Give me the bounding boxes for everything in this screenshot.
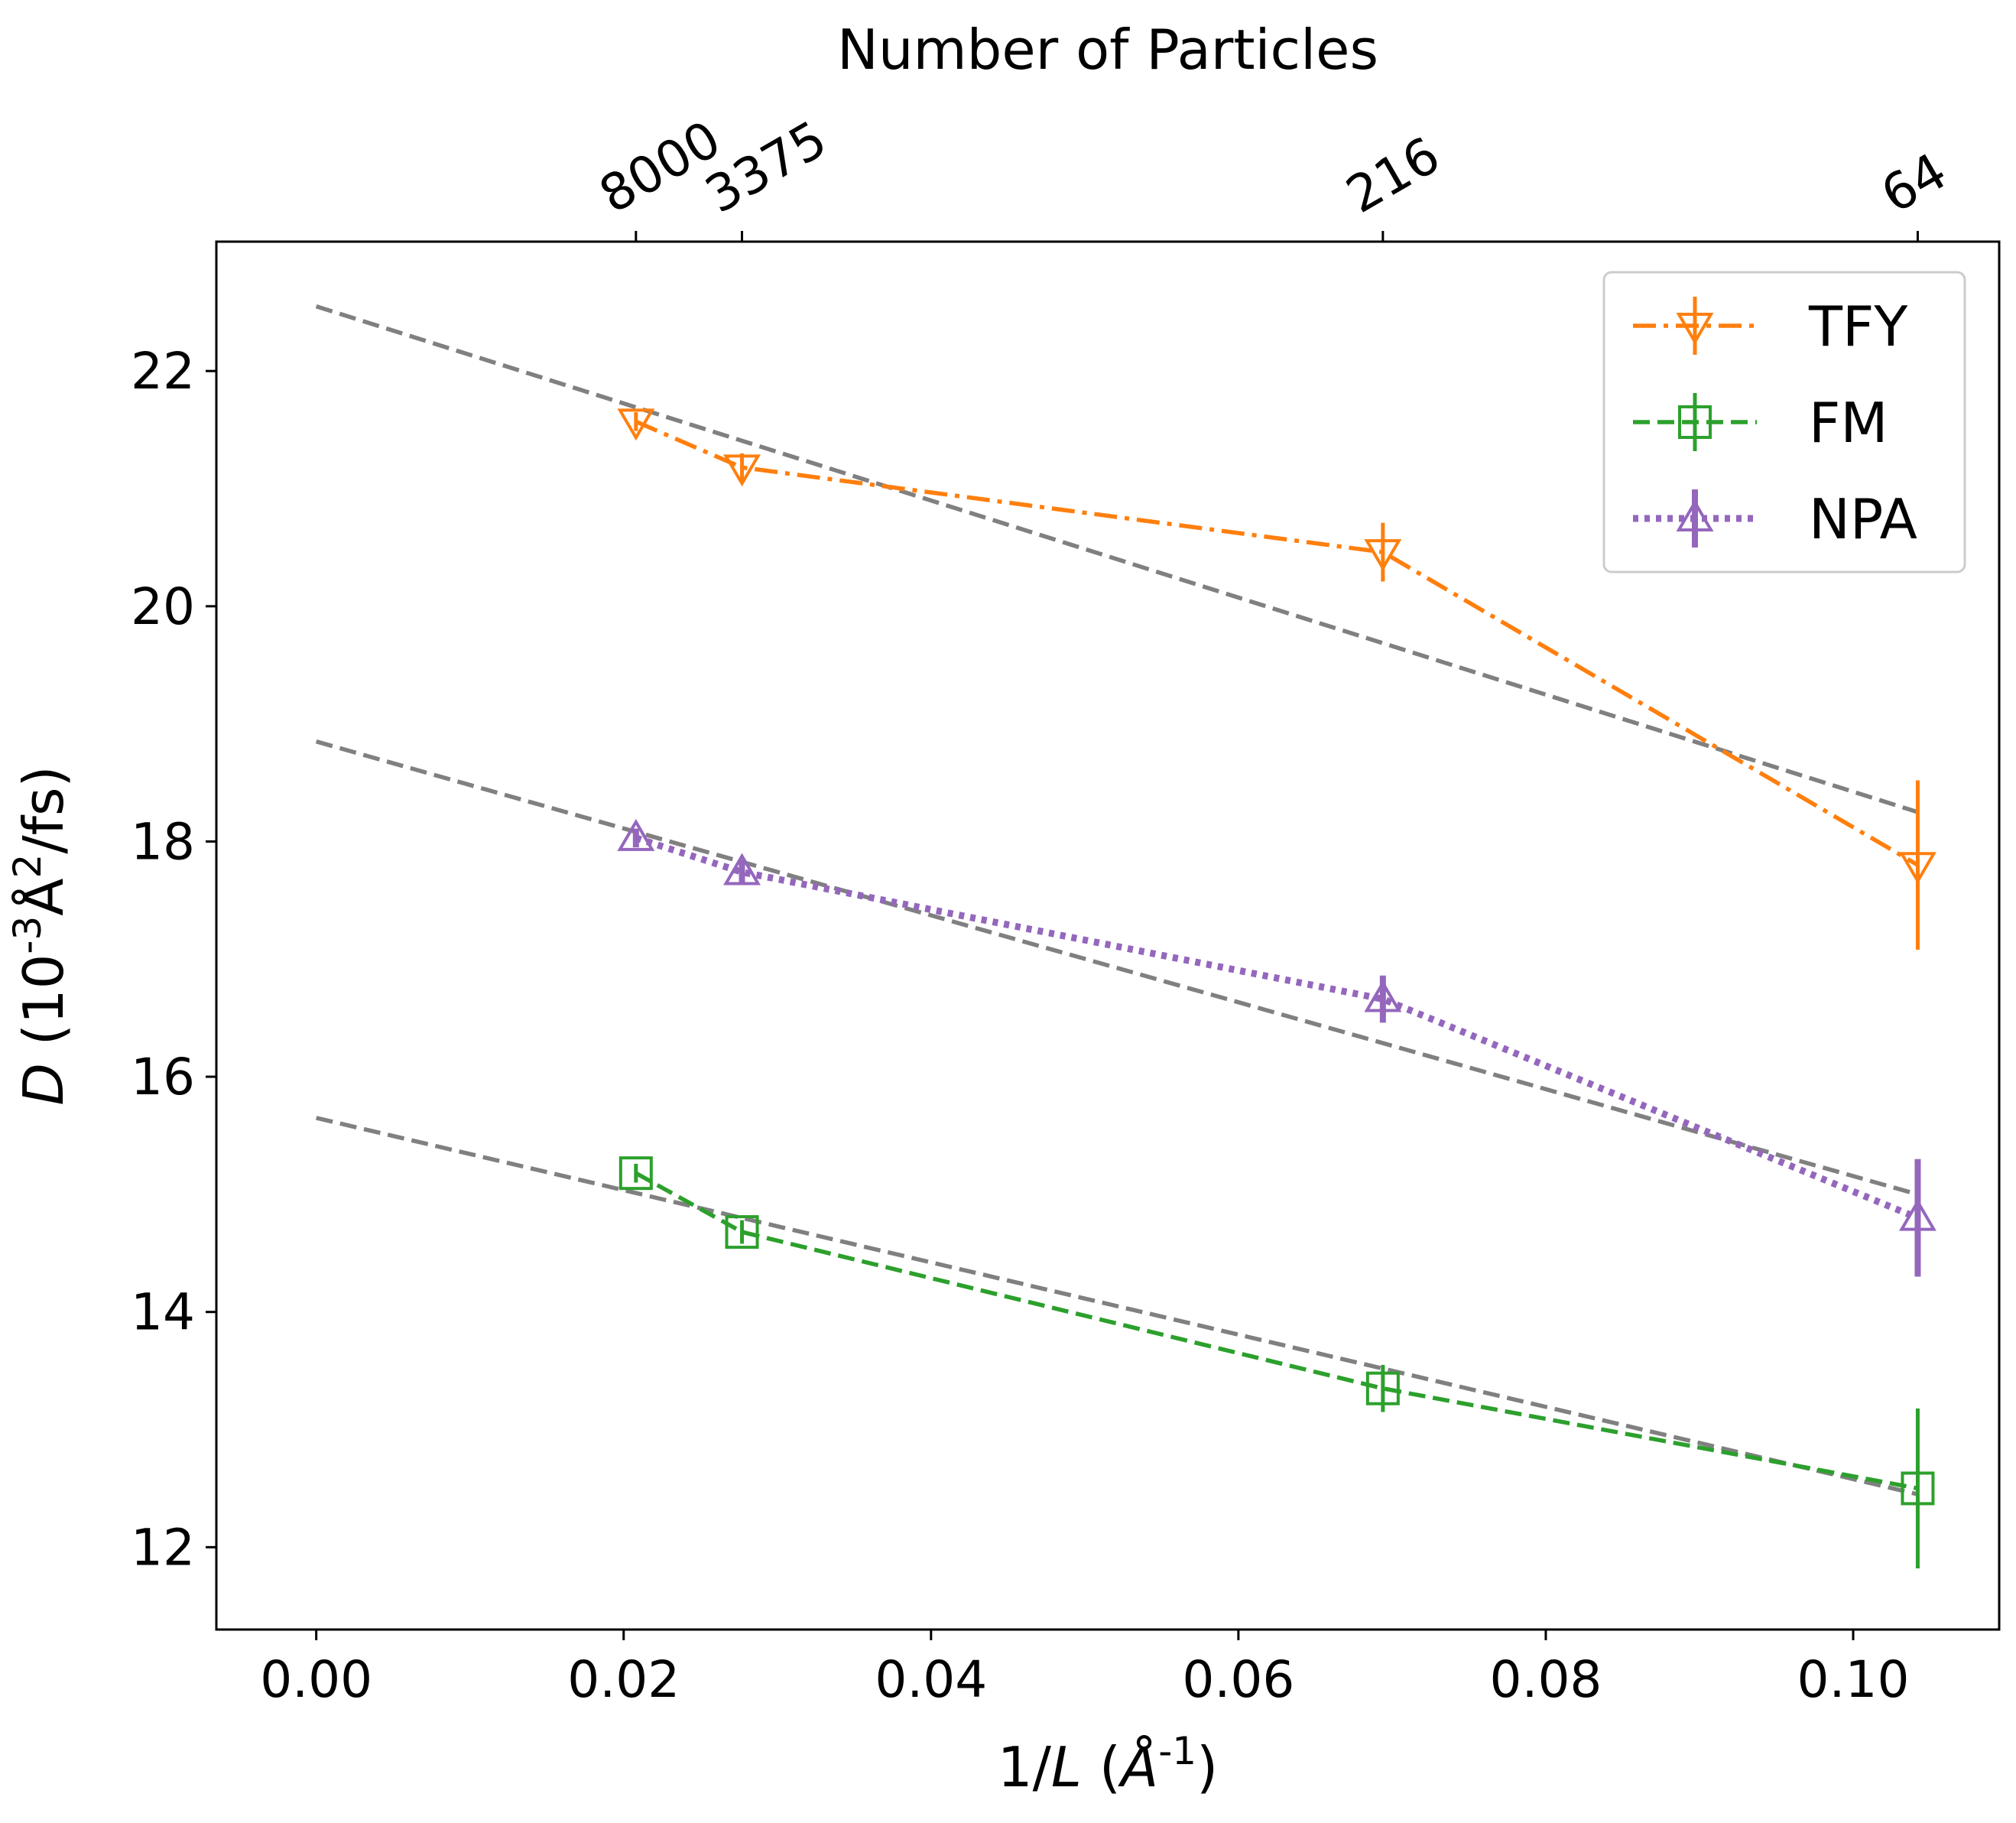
legend-marker-fm xyxy=(1678,405,1712,439)
y-tick-label: 22 xyxy=(131,342,195,401)
fit-line-fm xyxy=(316,1116,1919,1496)
x-tick-label: 0.02 xyxy=(567,1650,680,1709)
top-tick-label: 216 xyxy=(1336,125,1450,225)
legend: TFY FM NPA xyxy=(1602,271,1966,574)
data-point-tfy xyxy=(723,454,761,487)
legend-label-fm: FM xyxy=(1809,391,1888,455)
fit-line-npa xyxy=(315,739,1919,1197)
y-axis-title: D (10-3Å2/fs) xyxy=(5,765,76,1105)
series-line-npa xyxy=(635,834,1920,1221)
series-line-fm xyxy=(635,1171,1918,1491)
series-tfy xyxy=(617,408,1936,950)
series-npa xyxy=(617,818,1936,1277)
data-series xyxy=(617,408,1936,1569)
x-tick-label: 0.00 xyxy=(260,1650,372,1709)
y-tick-label: 14 xyxy=(131,1283,195,1342)
fit-line-tfy xyxy=(315,304,1919,814)
data-point-npa xyxy=(723,853,761,886)
top-axis-title: Number of Particles xyxy=(837,18,1378,82)
x-tick-label: 0.10 xyxy=(1797,1650,1910,1709)
y-tick-label: 20 xyxy=(131,577,195,636)
top-tick-label: 3375 xyxy=(696,109,836,225)
data-point-npa xyxy=(617,818,655,851)
y-tick-label: 16 xyxy=(131,1048,195,1106)
series-fm xyxy=(618,1156,1935,1569)
plot-area-frame xyxy=(215,240,2001,1631)
top-tick-label: 64 xyxy=(1872,141,1956,225)
data-point-fm xyxy=(618,1156,653,1191)
data-point-tfy xyxy=(617,408,655,441)
legend-marker-npa xyxy=(1676,499,1714,531)
legend-marker-tfy xyxy=(1676,313,1714,345)
x-tick-label: 0.06 xyxy=(1182,1650,1294,1709)
x-axis-title: 1/L (Å-1) xyxy=(998,1729,1218,1799)
data-point-tfy xyxy=(1364,539,1402,572)
data-point-npa xyxy=(1898,1198,1936,1231)
fit-lines xyxy=(315,304,1919,1496)
legend-label-tfy: TFY xyxy=(1808,294,1908,359)
data-point-npa xyxy=(1364,980,1402,1012)
series-line-tfy xyxy=(635,419,1919,867)
legend-label-npa: NPA xyxy=(1809,487,1917,551)
data-point-fm xyxy=(1901,1471,1935,1506)
x-tick-label: 0.08 xyxy=(1489,1650,1602,1709)
y-tick-label: 12 xyxy=(131,1518,195,1577)
x-tick-label: 0.04 xyxy=(875,1650,987,1709)
data-point-fm xyxy=(725,1215,759,1249)
data-point-tfy xyxy=(1898,852,1936,885)
data-point-fm xyxy=(1365,1371,1400,1405)
y-tick-label: 18 xyxy=(131,812,195,871)
